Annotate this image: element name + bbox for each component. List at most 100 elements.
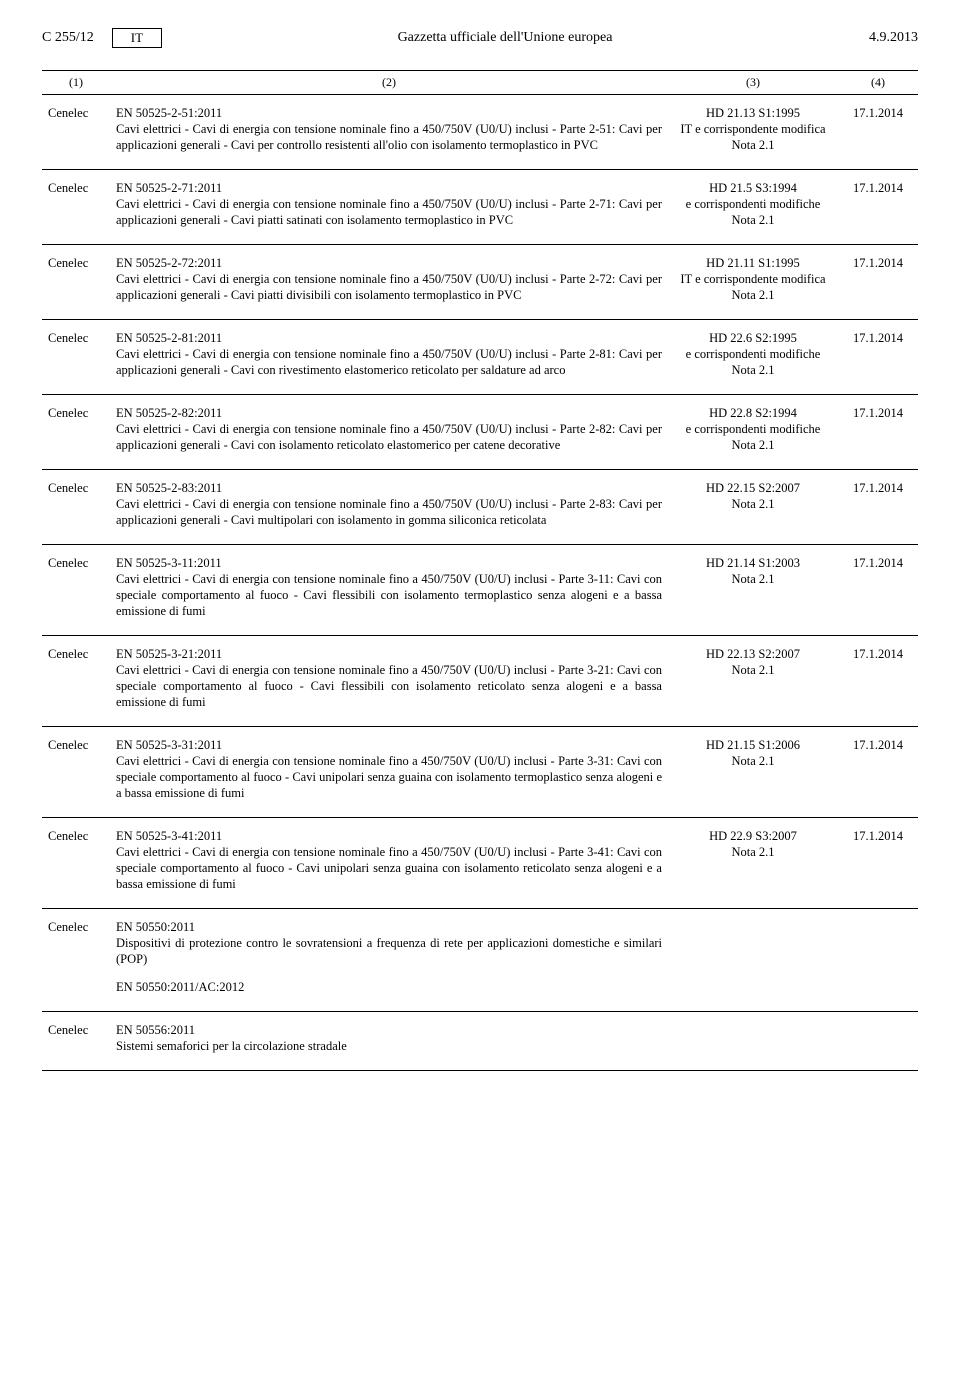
org-cell: Cenelec xyxy=(42,470,110,545)
standard-title: EN 50525-3-31:2011 xyxy=(116,737,662,753)
reference-line: HD 22.13 S2:2007 xyxy=(674,646,832,662)
reference-line: HD 22.15 S2:2007 xyxy=(674,480,832,496)
date-cell: 17.1.2014 xyxy=(838,470,918,545)
date-cell: 17.1.2014 xyxy=(838,636,918,727)
date-cell xyxy=(838,973,918,1012)
reference-line: Nota 2.1 xyxy=(674,137,832,153)
standard-title: EN 50525-2-81:2011 xyxy=(116,330,662,346)
date-cell: 17.1.2014 xyxy=(838,545,918,636)
standard-desc: Dispositivi di protezione contro le sovr… xyxy=(116,935,662,967)
header-date: 4.9.2013 xyxy=(848,30,918,46)
org-cell: Cenelec xyxy=(42,545,110,636)
date-cell: 17.1.2014 xyxy=(838,170,918,245)
reference-cell: HD 21.15 S1:2006Nota 2.1 xyxy=(668,727,838,818)
standards-table: (1) (2) (3) (4) CenelecEN 50525-2-51:201… xyxy=(42,70,918,1071)
table-header-row: (1) (2) (3) (4) xyxy=(42,71,918,95)
standard-title: EN 50556:2011 xyxy=(116,1022,662,1038)
reference-line: HD 21.5 S3:1994 xyxy=(674,180,832,196)
table-row: CenelecEN 50525-3-41:2011Cavi elettrici … xyxy=(42,818,918,909)
reference-line: IT e corrispondente modifica xyxy=(674,271,832,287)
reference-line: IT e corrispondente modifica xyxy=(674,121,832,137)
standard-cell: EN 50556:2011Sistemi semaforici per la c… xyxy=(110,1012,668,1071)
org-cell: Cenelec xyxy=(42,170,110,245)
standard-desc: Cavi elettrici - Cavi di energia con ten… xyxy=(116,571,662,619)
table-row: Cenelec EN 50525-3-21:2011Cavi elettrici … xyxy=(42,636,918,727)
reference-line: Nota 2.1 xyxy=(674,753,832,769)
col-header-1: (1) xyxy=(42,71,110,95)
standard-desc: Cavi elettrici - Cavi di energia con ten… xyxy=(116,196,662,228)
reference-cell xyxy=(668,1012,838,1071)
standard-desc: Sistemi semaforici per la circolazione s… xyxy=(116,1038,662,1054)
table-row: CenelecEN 50556:2011Sistemi semaforici p… xyxy=(42,1012,918,1071)
reference-line: HD 21.11 S1:1995 xyxy=(674,255,832,271)
reference-cell: HD 22.6 S2:1995e corrispondenti modifich… xyxy=(668,320,838,395)
org-cell: Cenelec xyxy=(42,245,110,320)
table-row: CenelecEN 50525-2-51:2011Cavi elettrici … xyxy=(42,95,918,170)
standard-title: EN 50550:2011 xyxy=(116,919,662,935)
standard-cell: EN 50550:2011/AC:2012 xyxy=(110,973,668,1012)
table-row: CenelecEN 50525-3-31:2011Cavi elettrici … xyxy=(42,727,918,818)
standard-cell: EN 50525-3-41:2011Cavi elettrici - Cavi … xyxy=(110,818,668,909)
col-header-4: (4) xyxy=(838,71,918,95)
standard-cell: EN 50525-2-82:2011Cavi elettrici - Cavi … xyxy=(110,395,668,470)
org-cell xyxy=(42,973,110,1012)
table-row: CenelecEN 50525-2-82:2011Cavi elettrici … xyxy=(42,395,918,470)
standard-title: EN 50525-3-41:2011 xyxy=(116,828,662,844)
standard-cell: EN 50525-2-72:2011Cavi elettrici - Cavi … xyxy=(110,245,668,320)
standard-desc: Cavi elettrici - Cavi di energia con ten… xyxy=(116,753,662,801)
org-cell: Cenelec xyxy=(42,636,110,727)
date-cell: 17.1.2014 xyxy=(838,395,918,470)
standard-desc: Cavi elettrici - Cavi di energia con ten… xyxy=(116,271,662,303)
date-cell xyxy=(838,1012,918,1071)
standard-desc: Cavi elettrici - Cavi di energia con ten… xyxy=(116,844,662,892)
col-header-2: (2) xyxy=(110,71,668,95)
col-header-3: (3) xyxy=(668,71,838,95)
reference-line: Nota 2.1 xyxy=(674,287,832,303)
org-cell: Cenelec xyxy=(42,1012,110,1071)
table-row: CenelecEN 50525-2-81:2011Cavi elettrici … xyxy=(42,320,918,395)
reference-line: HD 21.13 S1:1995 xyxy=(674,105,832,121)
standard-title: EN 50525-3-11:2011 xyxy=(116,555,662,571)
org-cell: Cenelec xyxy=(42,320,110,395)
reference-line: Nota 2.1 xyxy=(674,844,832,860)
reference-line: Nota 2.1 xyxy=(674,212,832,228)
date-cell xyxy=(838,909,918,974)
standard-desc: Cavi elettrici - Cavi di energia con ten… xyxy=(116,496,662,528)
standard-desc: Cavi elettrici - Cavi di energia con ten… xyxy=(116,662,662,710)
table-row: CenelecEN 50525-3-11:2011Cavi elettrici … xyxy=(42,545,918,636)
reference-cell: HD 21.13 S1:1995IT e corrispondente modi… xyxy=(668,95,838,170)
date-cell: 17.1.2014 xyxy=(838,245,918,320)
journal-title: Gazzetta ufficiale dell'Unione europea xyxy=(162,30,848,46)
standard-cell: EN 50525-2-71:2011Cavi elettrici - Cavi … xyxy=(110,170,668,245)
table-row: CenelecEN 50525-2-72:2011Cavi elettrici … xyxy=(42,245,918,320)
standard-cell: EN 50525-3-11:2011Cavi elettrici - Cavi … xyxy=(110,545,668,636)
reference-cell: HD 21.5 S3:1994e corrispondenti modifich… xyxy=(668,170,838,245)
standard-cell: EN 50550:2011Dispositivi di protezione c… xyxy=(110,909,668,974)
standard-desc: Cavi elettrici - Cavi di energia con ten… xyxy=(116,346,662,378)
standard-desc: Cavi elettrici - Cavi di energia con ten… xyxy=(116,121,662,153)
standard-title: EN 50525-3-21:2011 xyxy=(116,646,662,662)
reference-line: Nota 2.1 xyxy=(674,437,832,453)
reference-cell xyxy=(668,909,838,974)
page-ref: C 255/12 xyxy=(42,30,94,46)
org-cell: Cenelec xyxy=(42,909,110,974)
reference-line: HD 21.15 S1:2006 xyxy=(674,737,832,753)
standard-cell: EN 50525-3-31:2011Cavi elettrici - Cavi … xyxy=(110,727,668,818)
reference-line: HD 22.6 S2:1995 xyxy=(674,330,832,346)
reference-cell: HD 21.14 S1:2003Nota 2.1 xyxy=(668,545,838,636)
reference-cell: HD 22.13 S2:2007Nota 2.1 xyxy=(668,636,838,727)
standard-title: EN 50525-2-72:2011 xyxy=(116,255,662,271)
standard-cell: EN 50525-2-51:2011Cavi elettrici - Cavi … xyxy=(110,95,668,170)
standard-cell: EN 50525-2-83:2011Cavi elettrici - Cavi … xyxy=(110,470,668,545)
reference-line: Nota 2.1 xyxy=(674,496,832,512)
standard-title: EN 50525-2-83:2011 xyxy=(116,480,662,496)
table-row: CenelecEN 50550:2011Dispositivi di prote… xyxy=(42,909,918,974)
reference-line: e corrispondenti modifiche xyxy=(674,196,832,212)
reference-cell: HD 22.15 S2:2007Nota 2.1 xyxy=(668,470,838,545)
org-cell: Cenelec xyxy=(42,395,110,470)
reference-cell: HD 21.11 S1:1995IT e corrispondente modi… xyxy=(668,245,838,320)
table-row: CenelecEN 50525-2-83:2011Cavi elettrici … xyxy=(42,470,918,545)
standard-cell: EN 50525-2-81:2011Cavi elettrici - Cavi … xyxy=(110,320,668,395)
org-cell: Cenelec xyxy=(42,818,110,909)
reference-line: Nota 2.1 xyxy=(674,571,832,587)
